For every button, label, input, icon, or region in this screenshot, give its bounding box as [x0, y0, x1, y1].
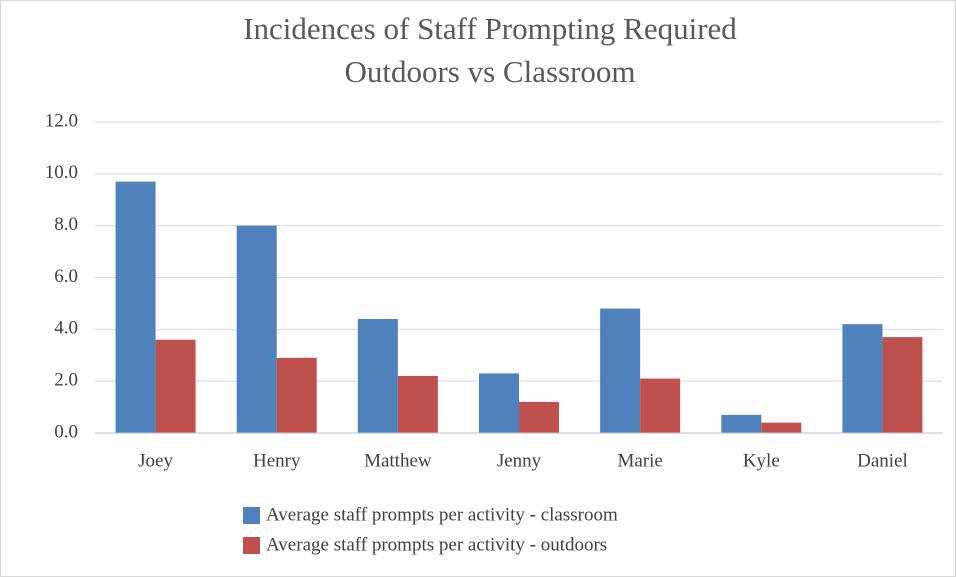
y-tick-label: 8.0 — [54, 214, 78, 235]
legend-label: Average staff prompts per activity - cla… — [266, 504, 618, 525]
bar — [600, 308, 641, 433]
legend-label: Average staff prompts per activity - out… — [266, 534, 607, 555]
x-tick-label: Matthew — [364, 450, 432, 471]
y-tick-label: 6.0 — [54, 266, 78, 287]
bar — [640, 378, 681, 433]
x-tick-label: Kyle — [743, 450, 780, 471]
legend-swatch — [243, 537, 260, 554]
x-tick-label: Joey — [138, 450, 173, 471]
bar — [721, 414, 762, 433]
legend-swatch — [243, 507, 260, 524]
bar — [842, 324, 883, 433]
chart-title: Incidences of Staff Prompting Required — [243, 11, 737, 46]
y-tick-label: 0.0 — [54, 421, 78, 442]
bar — [276, 357, 317, 433]
x-tick-label: Marie — [617, 450, 662, 471]
bar — [479, 373, 519, 433]
bar — [155, 339, 196, 433]
y-tick-label: 4.0 — [54, 318, 78, 339]
bar — [519, 401, 559, 433]
x-tick-label: Daniel — [857, 450, 908, 471]
bar — [236, 225, 277, 433]
x-tick-label: Jenny — [497, 450, 542, 471]
x-tick-label: Henry — [253, 450, 301, 471]
bar — [357, 318, 398, 433]
y-tick-label: 12.0 — [45, 110, 78, 131]
y-tick-label: 10.0 — [45, 162, 78, 183]
bar — [882, 337, 923, 433]
y-tick-label: 2.0 — [54, 370, 78, 391]
chart-title: Outdoors vs Classroom — [344, 54, 635, 89]
bar — [397, 375, 438, 433]
bar — [115, 181, 156, 433]
bar — [761, 422, 802, 433]
